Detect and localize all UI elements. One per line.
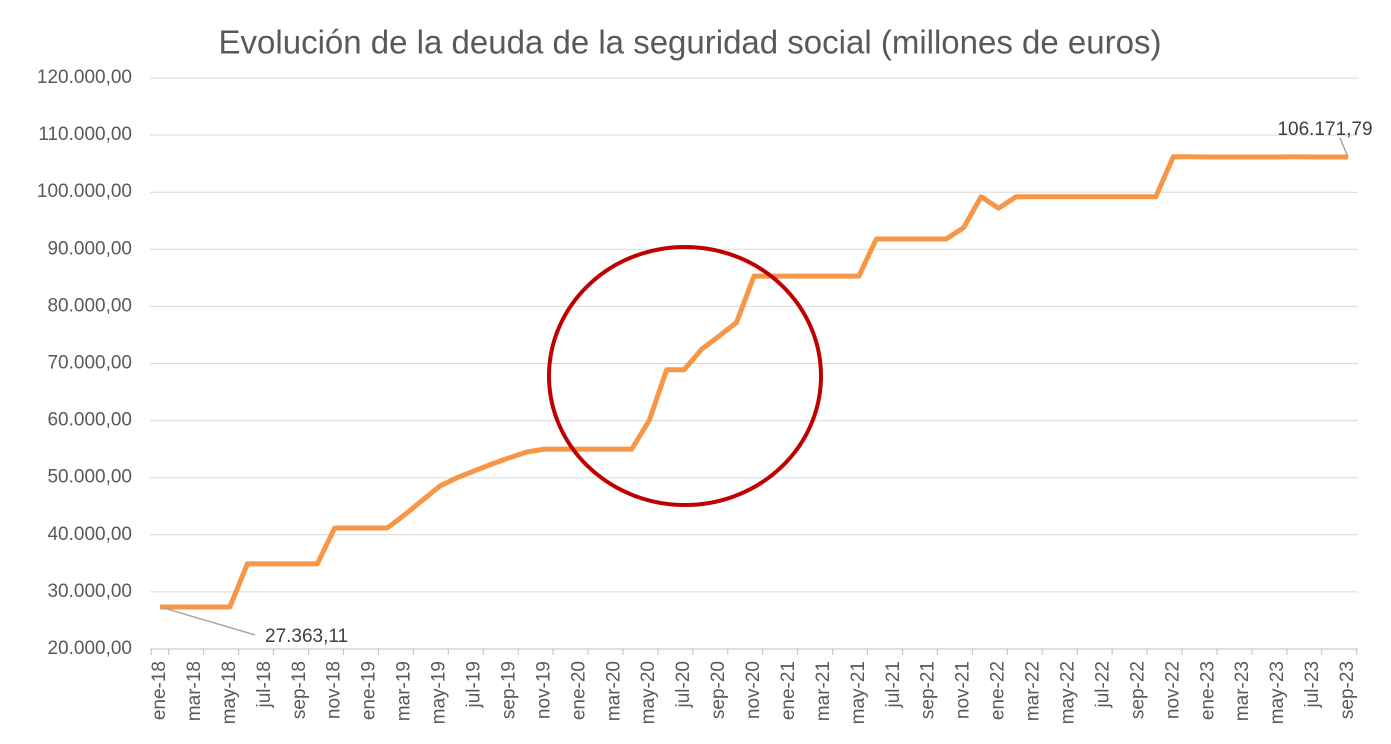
x-tick-label: mar-23 (1232, 661, 1253, 721)
x-tick-label: ene-20 (568, 661, 589, 720)
y-tick-label: 20.000,00 (47, 638, 132, 659)
x-tick-label: may-19 (429, 661, 450, 724)
x-tick-label: ene-18 (149, 661, 170, 720)
y-tick-label: 100.000,00 (37, 181, 132, 202)
x-tick-label: nov-20 (743, 661, 764, 719)
x-tick-label: sep-18 (289, 661, 310, 719)
highlight-circle (547, 245, 823, 507)
y-tick-label: 50.000,00 (47, 467, 132, 488)
data-label: 27.363,11 (265, 626, 348, 647)
x-tick-label: may-18 (219, 661, 240, 724)
y-tick-label: 90.000,00 (47, 238, 132, 259)
x-tick-label: ene-23 (1197, 661, 1218, 720)
x-tick-label: may-22 (1057, 661, 1078, 724)
y-tick-label: 120.000,00 (37, 67, 132, 88)
x-tick-label: may-20 (638, 661, 659, 724)
x-tick-label: mar-20 (603, 661, 624, 721)
x-tick-label: ene-22 (988, 661, 1009, 720)
x-tick-label: jul-23 (1302, 661, 1323, 708)
x-tick-label: sep-20 (708, 661, 729, 719)
x-tick-label: jul-18 (254, 661, 275, 708)
y-tick-label: 40.000,00 (47, 524, 132, 545)
x-tick-label: jul-19 (463, 661, 484, 708)
x-tick-label: nov-19 (533, 661, 554, 719)
x-tick-label: jul-22 (1092, 661, 1113, 708)
x-tick-label: jul-20 (673, 661, 694, 708)
x-tick-label: sep-22 (1127, 661, 1148, 719)
data-line (160, 154, 1348, 610)
x-tick-label: sep-23 (1337, 661, 1358, 719)
x-tick-label: mar-19 (394, 661, 415, 721)
y-tick-label: 30.000,00 (47, 581, 132, 602)
x-tick-label: jul-21 (883, 661, 904, 708)
x-tick-label: may-21 (848, 661, 869, 724)
x-tick-label: may-23 (1267, 661, 1288, 724)
x-tick-label: sep-21 (918, 661, 939, 719)
x-tick-label: mar-18 (184, 661, 205, 721)
x-tick-label: mar-22 (1023, 661, 1044, 721)
leader-line (1339, 137, 1349, 158)
x-tick-label: nov-18 (324, 661, 345, 719)
leader-line (159, 606, 256, 636)
y-tick-label: 60.000,00 (47, 410, 132, 431)
data-label: 106.171,79 (1277, 119, 1372, 140)
y-tick-label: 80.000,00 (47, 295, 132, 316)
x-tick-label: ene-21 (778, 661, 799, 720)
x-tick-label: mar-21 (813, 661, 834, 721)
x-tick-label: nov-21 (953, 661, 974, 719)
y-tick-label: 70.000,00 (47, 353, 132, 374)
y-tick-label: 110.000,00 (38, 124, 132, 145)
chart-title: Evolución de la deuda de la seguridad so… (219, 24, 1162, 61)
x-tick-label: sep-19 (498, 661, 519, 719)
x-tick-label: ene-19 (359, 661, 380, 720)
x-tick-label: nov-22 (1162, 661, 1183, 719)
